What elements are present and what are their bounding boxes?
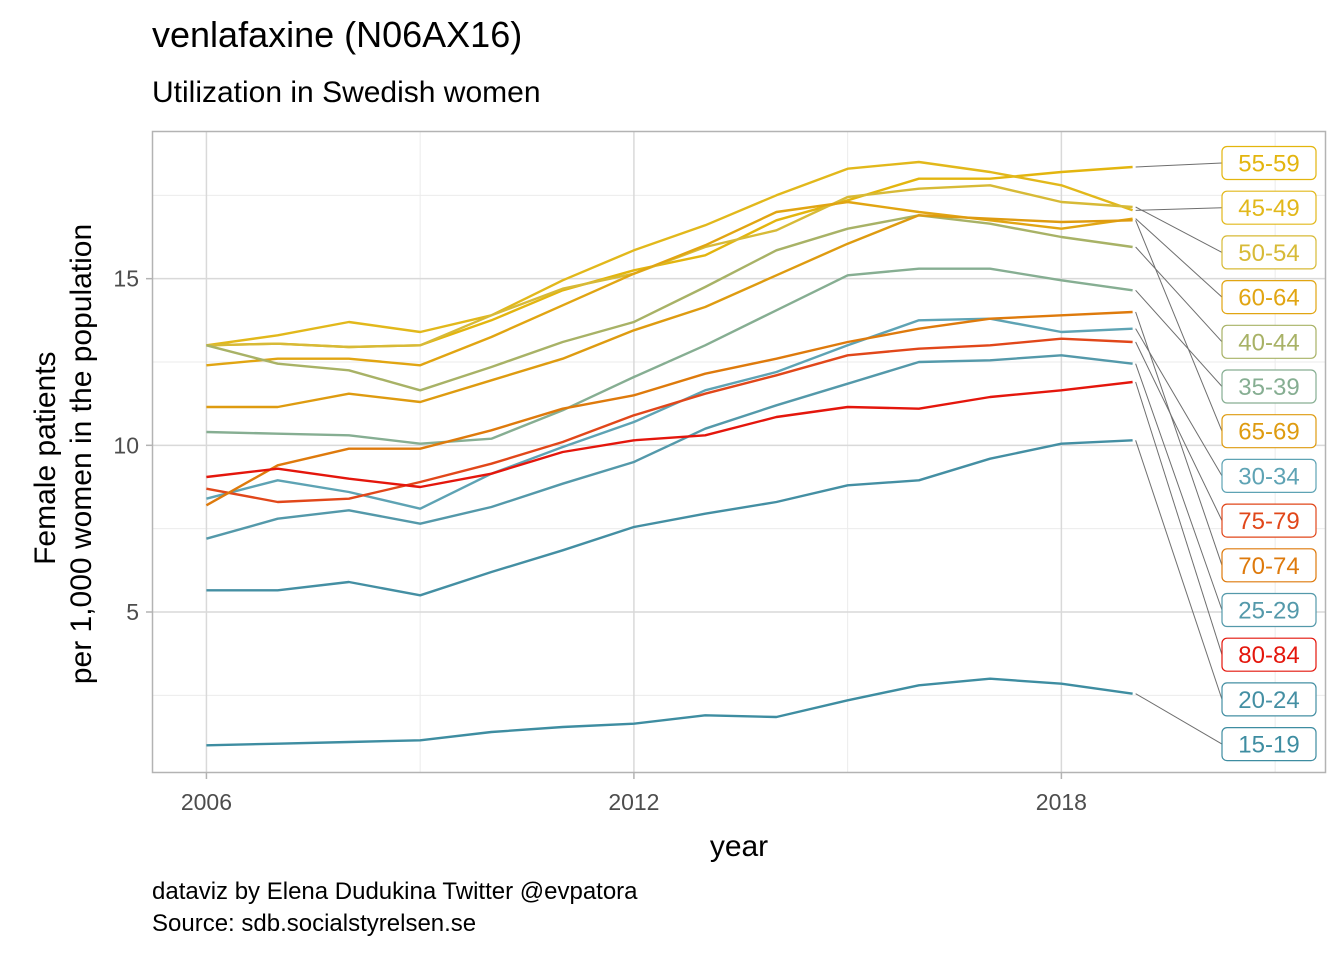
series-line-75-79 [206, 337, 1133, 504]
leader-line-45-49 [1135, 207, 1223, 211]
series-line-25-29 [206, 354, 1133, 540]
series-label-50-54: 50-54 [1238, 240, 1299, 267]
leader-line-65-69 [1135, 220, 1223, 432]
series-lines [205, 160, 1133, 747]
plot-panel-border [151, 130, 1327, 774]
series-label-80-84: 80-84 [1238, 642, 1299, 669]
series-line-20-24 [206, 439, 1133, 597]
series-label-65-69: 65-69 [1238, 419, 1299, 446]
series-label-30-34: 30-34 [1238, 463, 1299, 490]
label-box-75-79 [1221, 503, 1317, 538]
label-box-65-69 [1221, 414, 1317, 449]
series-labels: 55-59 45-49 50-54 60-64 40-44 35-39 65-69 30-34… [1221, 145, 1317, 762]
series-line-35-39 [206, 267, 1133, 445]
series-line-80-84 [206, 380, 1133, 489]
series-line-65-69 [206, 214, 1133, 409]
x-tick-label: 2012 [608, 789, 659, 815]
leader-line-60-64 [1135, 218, 1223, 298]
x-axis-title: year [710, 830, 768, 863]
leader-line-40-44 [1135, 246, 1223, 343]
chart-subtitle: Utilization in Swedish women [152, 76, 541, 109]
x-tick-label: 2006 [181, 789, 232, 815]
label-leader-lines [1135, 162, 1223, 745]
series-line-15-19 [206, 677, 1133, 747]
leader-line-75-79 [1135, 341, 1223, 521]
y-axis-title-line1: Female patients [29, 351, 62, 564]
label-box-45-49 [1221, 190, 1317, 225]
series-line-60-64 [206, 200, 1133, 367]
label-box-20-24 [1221, 682, 1317, 717]
label-box-25-29 [1221, 592, 1317, 628]
y-tick-label: 15 [113, 266, 139, 292]
label-box-15-19 [1221, 726, 1317, 762]
label-box-60-64 [1221, 280, 1317, 315]
series-label-60-64: 60-64 [1238, 285, 1299, 312]
series-line-70-74 [205, 310, 1133, 507]
series-label-45-49: 45-49 [1238, 195, 1299, 222]
leader-line-80-84 [1135, 381, 1223, 655]
series-label-40-44: 40-44 [1238, 329, 1299, 356]
label-box-80-84 [1221, 637, 1317, 672]
series-label-55-59: 55-59 [1238, 151, 1299, 178]
y-axis-title: Female patients per 1,000 women in the p… [29, 224, 98, 684]
series-line-45-49 [206, 160, 1133, 347]
caption-credit: dataviz by Elena Dudukina Twitter @evpat… [152, 878, 638, 905]
minor-gridlines [153, 132, 1325, 772]
series-label-35-39: 35-39 [1238, 374, 1299, 401]
x-tick-label: 2018 [1036, 789, 1087, 815]
leader-line-20-24 [1135, 440, 1223, 700]
label-box-55-59 [1221, 145, 1317, 181]
leader-line-35-39 [1135, 289, 1223, 387]
leader-line-70-74 [1135, 311, 1223, 566]
leader-line-55-59 [1135, 162, 1223, 168]
leader-line-25-29 [1135, 363, 1223, 611]
leader-line-15-19 [1135, 693, 1223, 745]
major-gridlines [153, 132, 1325, 772]
label-box-30-34 [1221, 458, 1317, 493]
y-tick-label: 10 [113, 432, 139, 458]
label-box-70-74 [1221, 548, 1317, 583]
series-label-70-74: 70-74 [1238, 553, 1299, 580]
x-axis-ticks: 2006 2012 2018 [181, 772, 1087, 815]
series-label-75-79: 75-79 [1238, 508, 1299, 535]
caption-source: Source: sdb.socialstyrelsen.se [152, 910, 477, 937]
series-label-15-19: 15-19 [1238, 732, 1299, 759]
chart-title: venlafaxine (N06AX16) [152, 14, 523, 55]
y-axis-ticks: 5 10 15 [113, 266, 153, 625]
series-line-40-44 [206, 214, 1133, 392]
label-box-35-39 [1221, 369, 1317, 404]
label-box-40-44 [1221, 324, 1317, 359]
leader-line-50-54 [1135, 206, 1223, 253]
y-axis-title-line2: per 1,000 women in the population [65, 224, 98, 684]
series-label-20-24: 20-24 [1238, 687, 1299, 714]
y-tick-label: 5 [126, 599, 139, 625]
label-box-50-54 [1221, 235, 1317, 270]
series-label-25-29: 25-29 [1238, 598, 1299, 625]
